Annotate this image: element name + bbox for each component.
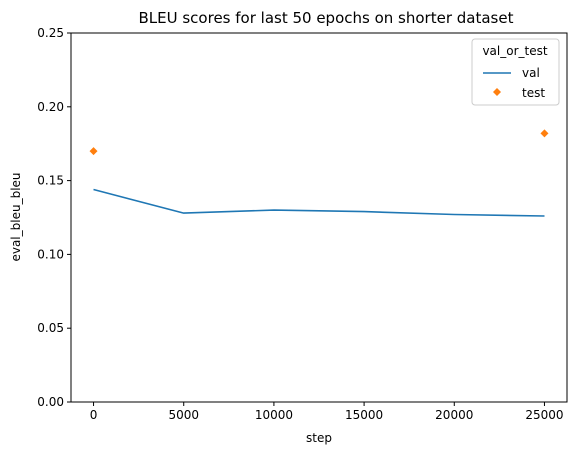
y-tick-label: 0.15 bbox=[37, 174, 64, 188]
data-point-test bbox=[89, 147, 98, 156]
x-tick-label: 0 bbox=[90, 408, 98, 422]
legend: val_or_test val test bbox=[471, 38, 560, 106]
legend-label-test: test bbox=[522, 86, 545, 100]
x-tick-label: 15000 bbox=[345, 408, 383, 422]
x-tick-label: 10000 bbox=[255, 408, 293, 422]
y-axis-label: eval_bleu_bleu bbox=[9, 172, 23, 261]
series-layer bbox=[89, 129, 549, 217]
x-axis: 0 5000 10000 15000 20000 25000 bbox=[90, 402, 564, 422]
x-axis-label: step bbox=[306, 431, 332, 445]
y-tick-label: 0.10 bbox=[37, 247, 64, 261]
x-tick-label: 20000 bbox=[435, 408, 473, 422]
legend-swatch-test bbox=[493, 88, 501, 96]
y-tick-label: 0.25 bbox=[37, 26, 64, 40]
data-point-test bbox=[540, 129, 549, 138]
legend-label-val: val bbox=[522, 66, 540, 80]
y-tick-label: 0.00 bbox=[37, 395, 64, 409]
y-tick-label: 0.05 bbox=[37, 321, 64, 335]
series-line-val bbox=[93, 188, 545, 217]
legend-title: val_or_test bbox=[482, 44, 547, 58]
y-axis: 0.00 0.05 0.10 0.15 0.20 0.25 bbox=[37, 26, 71, 409]
legend-box bbox=[471, 38, 560, 106]
y-tick-label: 0.20 bbox=[37, 100, 64, 114]
x-tick-label: 25000 bbox=[525, 408, 563, 422]
chart-title: BLEU scores for last 50 epochs on shorte… bbox=[139, 9, 514, 27]
x-tick-label: 5000 bbox=[168, 408, 199, 422]
